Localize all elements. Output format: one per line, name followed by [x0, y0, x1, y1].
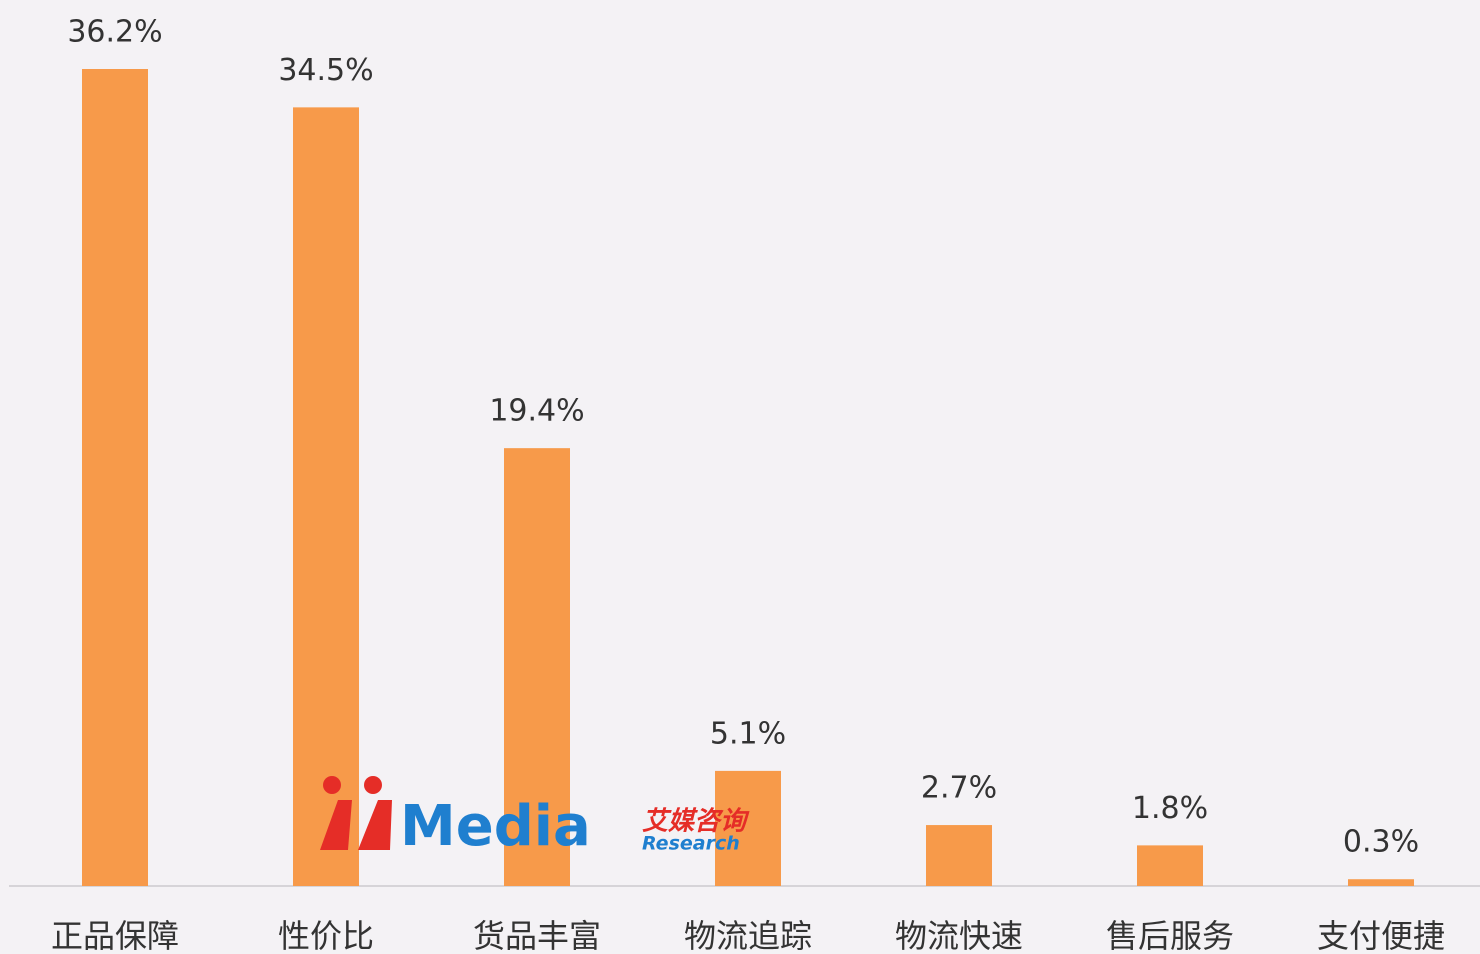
- value-label: 36.2%: [67, 15, 162, 50]
- bar: [715, 770, 781, 886]
- bars: [82, 69, 1414, 886]
- x-tick-label: 货品丰富: [473, 917, 601, 954]
- value-label: 5.1%: [710, 716, 786, 751]
- bar: [926, 825, 992, 886]
- logo-i: [358, 800, 392, 850]
- x-tick-label: 正品保障: [51, 917, 179, 954]
- value-label: 2.7%: [921, 771, 997, 806]
- logo-i: [320, 800, 352, 850]
- x-tick-label: 物流快速: [895, 917, 1023, 954]
- logo-brand: Media: [400, 794, 591, 859]
- logo-dot: [323, 776, 341, 794]
- bar: [293, 107, 359, 886]
- logo-dot: [364, 776, 382, 794]
- x-tick-label: 支付便捷: [1317, 917, 1445, 954]
- value-label: 34.5%: [278, 53, 373, 88]
- bar: [1348, 879, 1414, 886]
- logo-en: Research: [642, 833, 740, 855]
- bar: [82, 69, 148, 886]
- logo: Media 艾媒咨询 Research: [320, 776, 750, 859]
- x-tick-label: 性价比: [278, 917, 374, 954]
- value-label: 19.4%: [489, 394, 584, 429]
- logo-cn: 艾媒咨询: [642, 807, 750, 837]
- bar: [1137, 845, 1203, 886]
- bar: [504, 448, 570, 886]
- x-tick-label: 物流追踪: [684, 917, 812, 954]
- value-label: 1.8%: [1132, 791, 1208, 826]
- x-tick-label: 售后服务: [1106, 917, 1234, 954]
- value-label: 0.3%: [1343, 825, 1419, 860]
